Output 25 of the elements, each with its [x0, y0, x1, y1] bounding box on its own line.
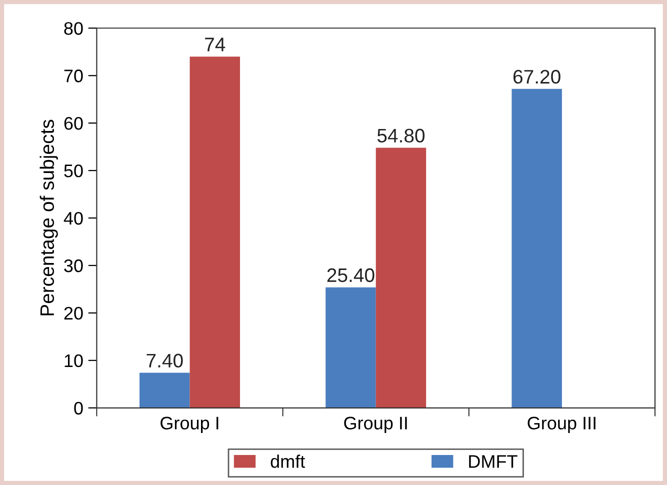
bar — [190, 56, 240, 408]
y-tick-label: 0 — [74, 402, 83, 415]
x-tick-label: Group I — [160, 416, 218, 434]
y-tick-label: 10 — [64, 354, 83, 368]
y-tick-label: 40 — [64, 212, 83, 225]
data-label: 25.40 — [327, 268, 374, 282]
legend-label: DMFT — [469, 455, 518, 468]
x-tick-label: Group II — [344, 416, 407, 434]
bar — [376, 148, 426, 408]
data-label: 74 — [205, 38, 226, 52]
y-tick-label: 20 — [64, 306, 83, 320]
x-tick-label: Group III — [528, 416, 596, 434]
y-tick-label: 80 — [64, 22, 83, 35]
bar — [140, 372, 190, 408]
data-label: 67.20 — [513, 70, 560, 84]
legend-label: dmft — [270, 454, 306, 468]
y-tick-label: 60 — [64, 117, 83, 130]
y-tick-label: 50 — [64, 164, 83, 178]
y-tick-label: 70 — [64, 70, 83, 82]
bar — [512, 88, 562, 408]
data-label: 7.40 — [146, 354, 183, 368]
bar — [326, 287, 376, 408]
y-tick-label: 30 — [64, 259, 83, 272]
data-label: 54.80 — [377, 128, 425, 143]
y-axis-title: Percentage of subjects — [40, 120, 58, 316]
